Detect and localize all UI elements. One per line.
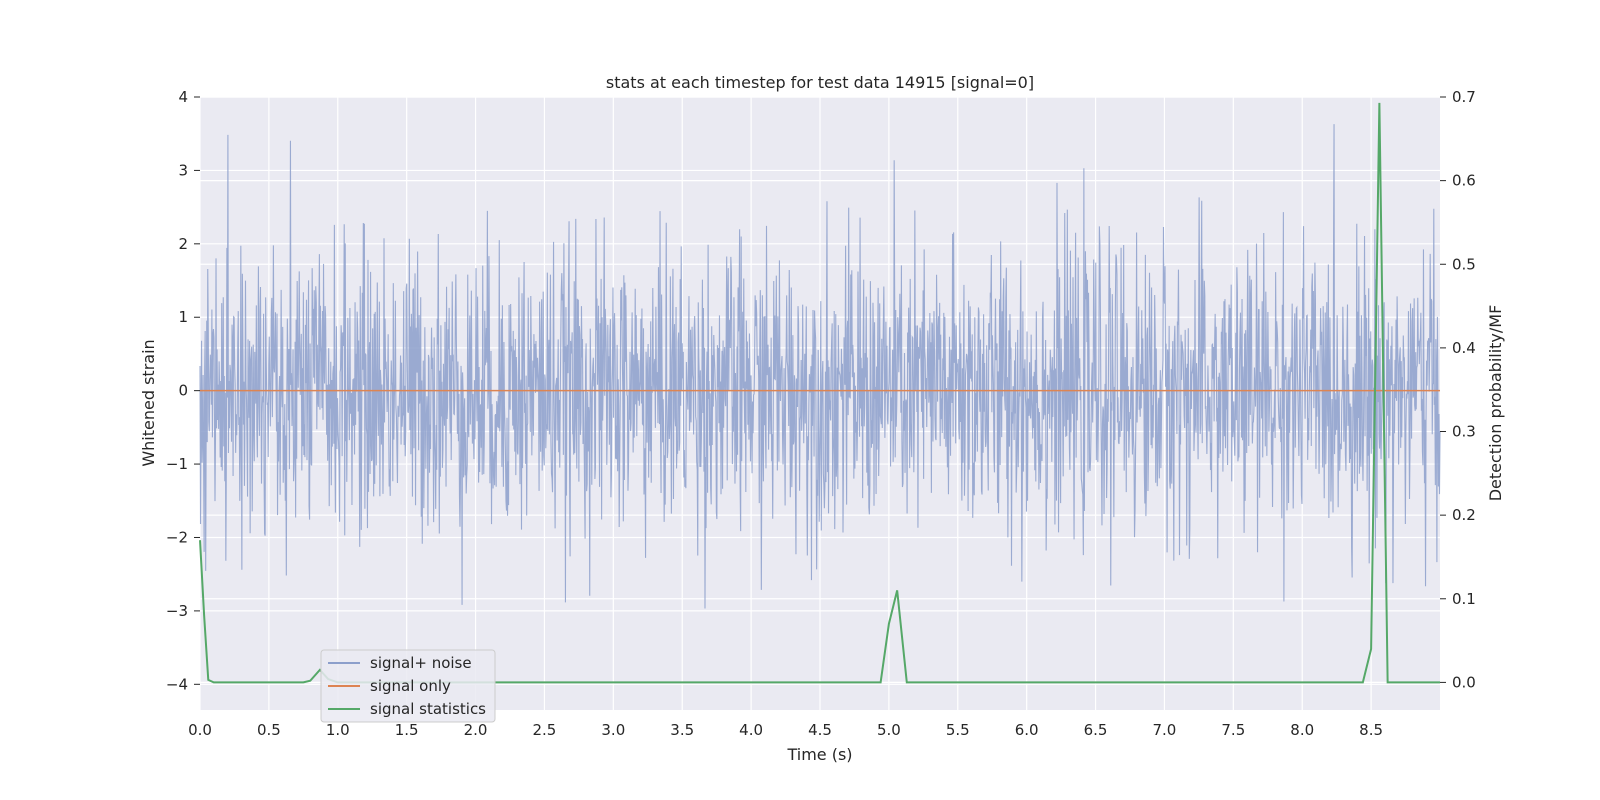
- x-tick-label: 7.5: [1221, 721, 1245, 739]
- x-tick-label: 2.0: [464, 721, 488, 739]
- x-tick-label: 1.5: [395, 721, 419, 739]
- legend-label-noise: signal+ noise: [370, 654, 472, 672]
- signal-noise-line: [199, 124, 1441, 609]
- x-tick-label: 3.5: [670, 721, 694, 739]
- x-axis-ticks: 0.0 0.5 1.0 1.5 2.0 2.5 3.0 3.5 4.0 4.5 5.0 5.5 6.0 6…: [188, 721, 1383, 739]
- signal-statistics-line: [199, 102, 1440, 684]
- x-axis-label: Time (s): [786, 745, 852, 764]
- x-tick-label: 4.0: [739, 721, 763, 739]
- x-tick-label: 7.0: [1153, 721, 1177, 739]
- legend: signal+ noise signal only signal statist…: [320, 649, 496, 723]
- x-tick-label: 5.5: [946, 721, 970, 739]
- y-tick-label: 0: [178, 382, 188, 400]
- y2-tick-label: 0.0: [1452, 673, 1476, 691]
- legend-box: [320, 649, 496, 723]
- y-tick-label: 3: [178, 161, 188, 179]
- y-tick-label: −4: [166, 675, 188, 693]
- y2-axis-ticks: 0.7 0.6 0.5 0.4 0.3 0.2 0.1 0.0: [1440, 88, 1476, 691]
- y-tick-label: 4: [178, 88, 188, 106]
- x-tick-label: 1.0: [326, 721, 350, 739]
- x-tick-label: 6.0: [1015, 721, 1039, 739]
- y-axis-label: Whitened strain: [139, 339, 158, 466]
- chart-title: stats at each timestep for test data 149…: [606, 73, 1034, 92]
- legend-label-stats: signal statistics: [370, 700, 486, 718]
- y-tick-label: −3: [166, 602, 188, 620]
- y-tick-label: 2: [178, 235, 188, 253]
- x-tick-label: 4.5: [808, 721, 832, 739]
- x-tick-label: 5.0: [877, 721, 901, 739]
- y2-tick-label: 0.5: [1452, 255, 1476, 273]
- series-signal-noise: [199, 124, 1441, 609]
- x-tick-label: 3.0: [601, 721, 625, 739]
- x-tick-label: 8.0: [1290, 721, 1314, 739]
- y2-tick-label: 0.3: [1452, 423, 1476, 441]
- x-tick-label: 0.5: [257, 721, 281, 739]
- y-tick-label: 1: [178, 308, 188, 326]
- y2-tick-label: 0.4: [1452, 339, 1476, 357]
- y2-tick-label: 0.1: [1452, 590, 1476, 608]
- y2-tick-label: 0.7: [1452, 88, 1476, 106]
- x-tick-label: 2.5: [533, 721, 557, 739]
- y-axis-ticks: 4 3 2 1 0 −1 −2 −3 −4: [166, 88, 200, 693]
- x-tick-label: 8.5: [1359, 721, 1383, 739]
- y2-tick-label: 0.2: [1452, 506, 1476, 524]
- y2-tick-label: 0.6: [1452, 172, 1476, 190]
- x-tick-label: 0.0: [188, 721, 212, 739]
- series-signal-statistics: [199, 102, 1440, 684]
- x-tick-label: 6.5: [1084, 721, 1108, 739]
- legend-label-signal: signal only: [370, 677, 451, 695]
- y-tick-label: −1: [166, 455, 188, 473]
- y-tick-label: −2: [166, 528, 188, 546]
- y2-axis-label: Detection probability/MF: [1486, 305, 1505, 502]
